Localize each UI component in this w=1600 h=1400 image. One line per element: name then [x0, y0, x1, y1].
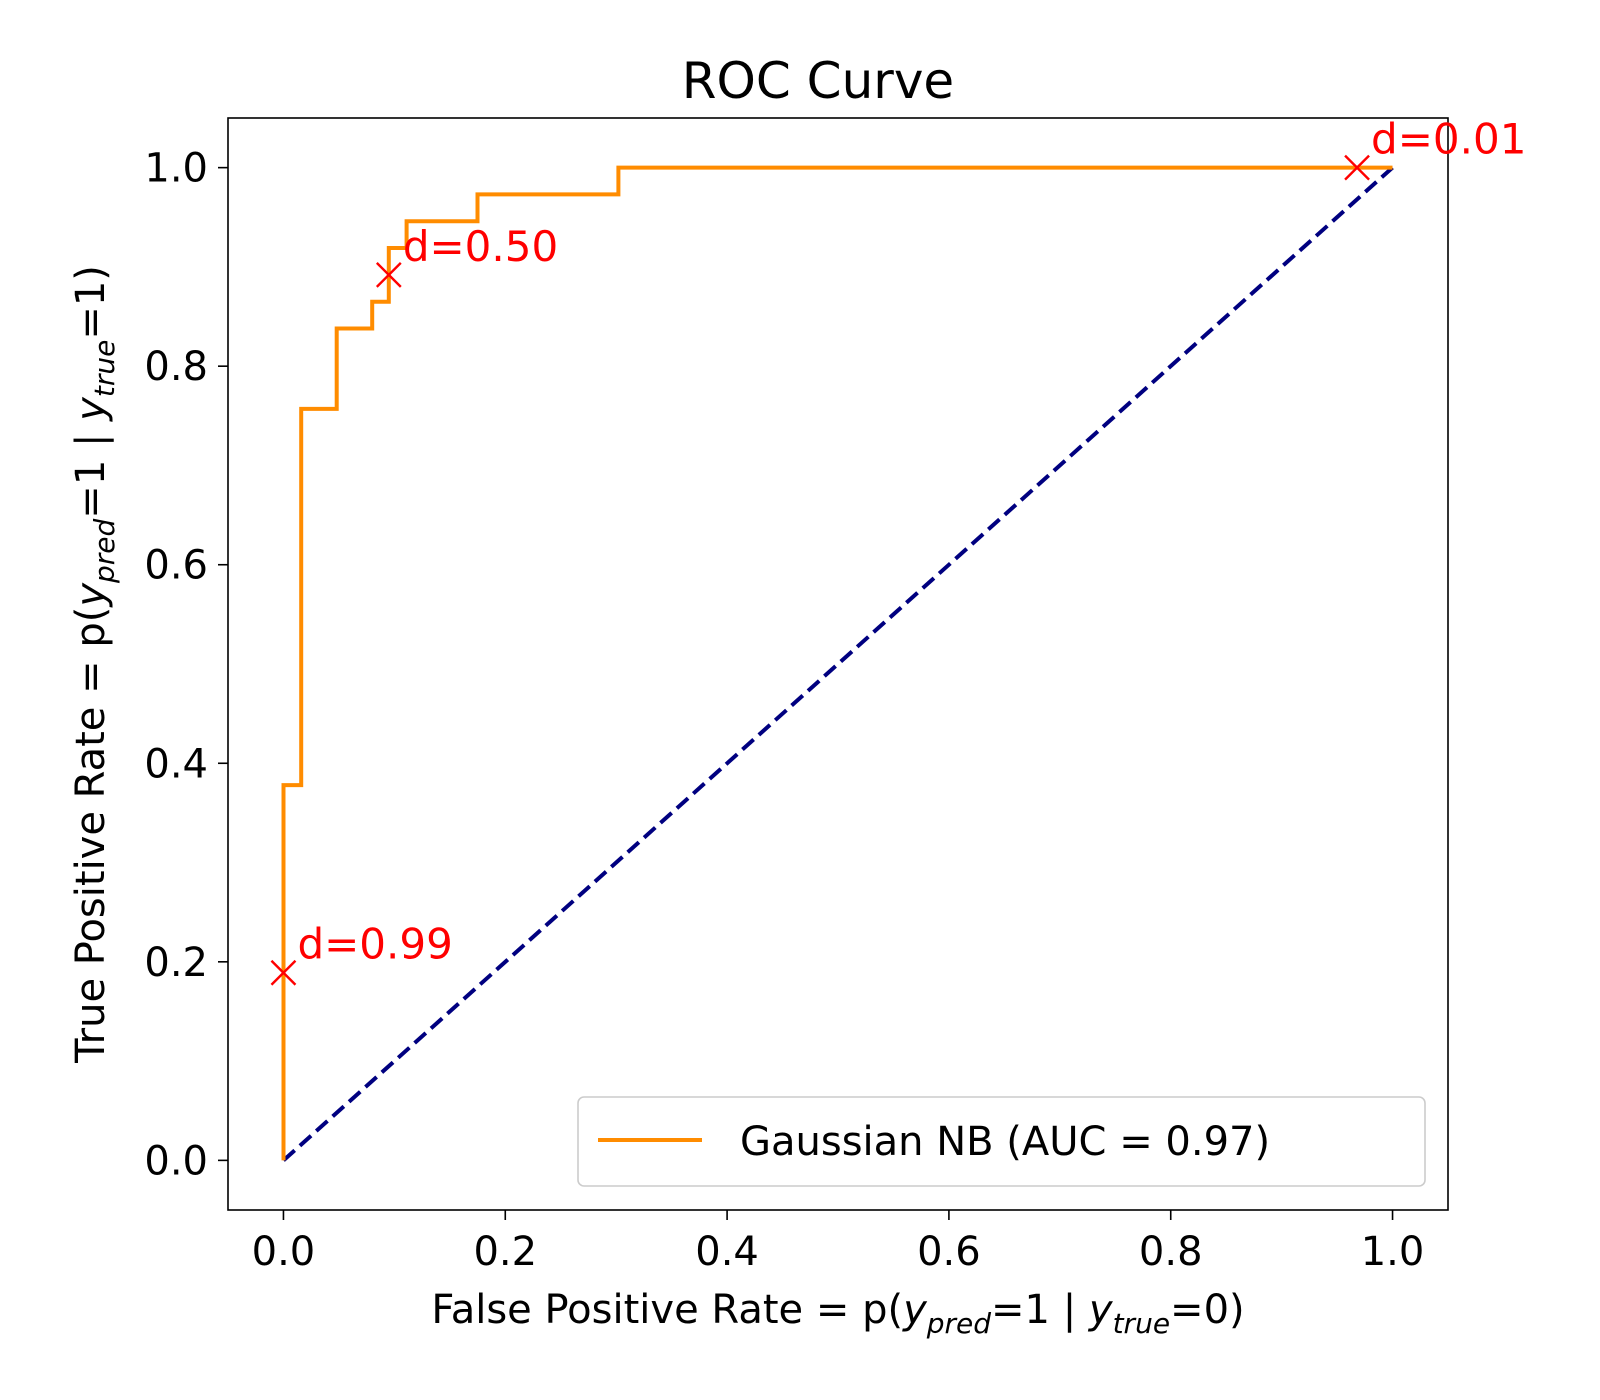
y-tick-label: 0.6 — [144, 543, 208, 589]
x-tick-label: 0.2 — [473, 1229, 537, 1275]
roc-curve-line — [281, 165, 1393, 1161]
x-axis-label: False Positive Rate = p(ypred=1 | ytrue=… — [431, 1287, 1244, 1340]
chart-title: ROC Curve — [682, 52, 954, 110]
threshold-marker — [375, 262, 402, 288]
x-tick-label: 0.6 — [917, 1229, 981, 1275]
threshold-marker — [270, 959, 297, 986]
plot-frame — [227, 117, 1449, 1211]
legend-box — [577, 1096, 1426, 1187]
threshold-label: d=0.01 — [1371, 115, 1526, 164]
y-tick-label: 1.0 — [144, 146, 208, 192]
threshold-label: d=0.50 — [403, 222, 558, 271]
legend-label: Gaussian NB (AUC = 0.97) — [740, 1119, 1270, 1165]
y-tick-label: 0.2 — [144, 940, 208, 986]
y-tick-label: 0.8 — [144, 344, 208, 390]
series-layer — [281, 165, 1394, 1162]
x-tick-label: 0.8 — [1139, 1229, 1203, 1275]
x-tick-label: 1.0 — [1361, 1229, 1425, 1275]
y-axis-label: True Positive Rate = p(ypred=1 | ytrue=1… — [68, 265, 121, 1064]
x-axis-ticks: 0.0 0.2 0.4 0.6 0.8 1.0 — [252, 1210, 1425, 1275]
annotation-layer: d=0.99 d=0.50 d=0.01 — [270, 115, 1526, 986]
threshold-marker — [1344, 154, 1370, 181]
chance-diagonal-line — [282, 166, 1394, 1162]
legend: Gaussian NB (AUC = 0.97) — [577, 1096, 1426, 1187]
x-tick-label: 0.0 — [252, 1229, 316, 1275]
x-tick-label: 0.4 — [695, 1229, 759, 1275]
y-axis-ticks: 0.0 0.2 0.4 0.6 0.8 1.0 — [144, 146, 228, 1184]
y-tick-label: 0.0 — [144, 1138, 208, 1184]
y-tick-label: 0.4 — [144, 741, 208, 787]
threshold-label: d=0.99 — [297, 920, 452, 969]
